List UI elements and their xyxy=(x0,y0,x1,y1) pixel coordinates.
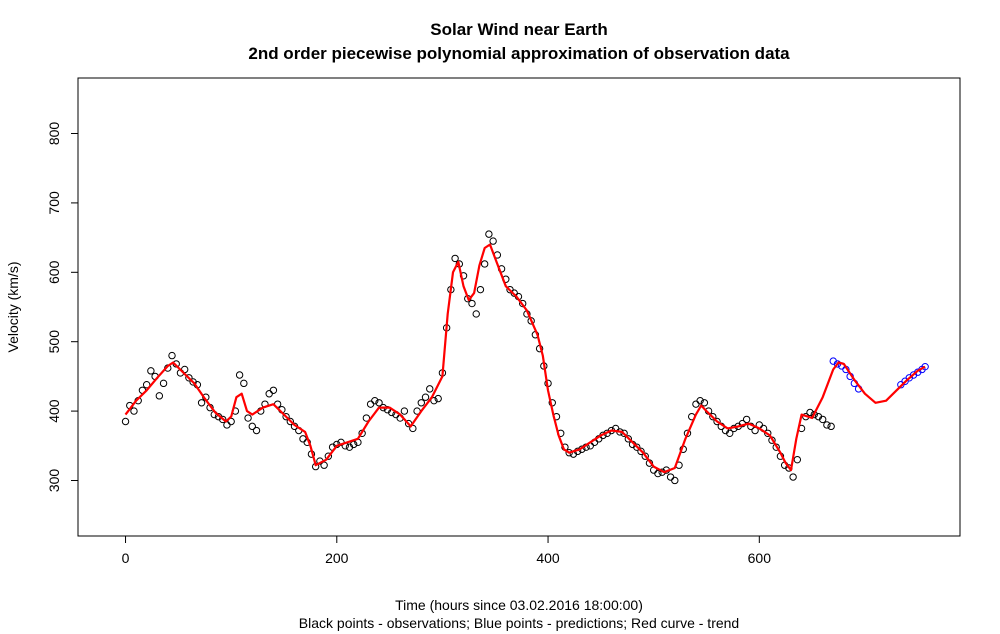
chart-subtitle: 2nd order piecewise polynomial approxima… xyxy=(248,44,790,63)
observation-point xyxy=(324,452,333,460)
observation-point xyxy=(489,237,497,245)
observation-point xyxy=(713,417,721,426)
observation-point xyxy=(654,469,662,478)
observation-point xyxy=(362,414,371,422)
observation-point xyxy=(624,435,633,443)
observation-point xyxy=(696,396,704,405)
observation-point xyxy=(185,374,193,382)
x-tick-label: 0 xyxy=(122,550,130,566)
y-tick-label: 300 xyxy=(46,469,62,493)
observation-point xyxy=(155,392,164,400)
trend-series xyxy=(124,243,926,474)
observation-point xyxy=(197,399,206,407)
chart-caption: Black points - observations; Blue points… xyxy=(299,615,739,631)
y-tick-label: 800 xyxy=(46,122,62,146)
observation-point xyxy=(434,394,442,403)
observation-point xyxy=(235,371,244,379)
observation-point xyxy=(244,414,252,422)
prediction-point xyxy=(921,362,929,371)
trend-line xyxy=(124,243,926,474)
observation-point xyxy=(671,476,679,485)
y-tick-label: 500 xyxy=(46,330,62,354)
observation-point xyxy=(827,422,835,431)
observation-point xyxy=(641,452,649,460)
observation-point xyxy=(121,417,130,426)
observation-point xyxy=(709,412,717,421)
observation-point xyxy=(159,379,168,388)
observation-point xyxy=(485,230,493,238)
plot-frame xyxy=(77,77,961,537)
observation-point xyxy=(286,417,295,426)
observation-point xyxy=(468,299,476,308)
observation-point xyxy=(417,399,425,407)
y-tick-label: 400 xyxy=(46,399,62,423)
observation-point xyxy=(451,254,459,263)
observation-point xyxy=(130,407,138,415)
y-tick-label: 700 xyxy=(46,191,62,215)
observation-point xyxy=(637,447,645,456)
x-axis: 0 200 400 600 xyxy=(122,535,772,566)
observation-point xyxy=(789,473,797,481)
observation-point xyxy=(409,424,417,433)
observation-point xyxy=(240,379,248,388)
observation-point xyxy=(282,412,290,421)
observation-point xyxy=(430,396,438,405)
observation-point xyxy=(299,435,307,443)
y-axis-label: Velocity (km/s) xyxy=(5,261,21,352)
observation-point xyxy=(692,400,700,408)
y-axis: 300 400 500 600 700 800 xyxy=(46,122,79,493)
observation-point xyxy=(810,410,818,419)
observation-point xyxy=(476,285,485,294)
observation-point xyxy=(366,400,375,408)
observation-point xyxy=(371,396,379,405)
observation-point xyxy=(147,367,155,375)
x-tick-label: 200 xyxy=(325,550,349,566)
observation-point xyxy=(818,415,827,424)
chart-title: Solar Wind near Earth xyxy=(430,20,607,39)
observation-point xyxy=(726,429,734,437)
observation-point xyxy=(472,310,480,318)
observation-point xyxy=(248,422,256,431)
observation-point xyxy=(823,421,831,429)
observation-point xyxy=(742,415,751,424)
observation-point xyxy=(400,407,409,415)
observation-point xyxy=(620,429,628,437)
observation-point xyxy=(633,443,641,451)
observation-point xyxy=(480,260,489,268)
observation-point xyxy=(223,421,231,429)
observation-point xyxy=(265,390,273,398)
observation-point xyxy=(375,399,383,407)
x-tick-label: 400 xyxy=(536,550,560,566)
observation-point xyxy=(142,381,151,389)
observation-point xyxy=(806,408,814,417)
observation-point xyxy=(168,351,176,360)
observation-point xyxy=(793,455,802,464)
observation-point xyxy=(227,417,235,426)
observation-point xyxy=(219,415,227,424)
observation-point xyxy=(666,473,675,481)
x-axis-label: Time (hours since 03.02.2016 18:00:00) xyxy=(395,597,643,613)
observation-point xyxy=(700,399,709,407)
observation-point xyxy=(252,426,261,435)
observation-point xyxy=(421,393,430,401)
x-tick-label: 600 xyxy=(748,550,772,566)
observation-point xyxy=(426,385,434,393)
observation-point xyxy=(269,386,278,394)
y-tick-label: 600 xyxy=(46,260,62,284)
observation-point xyxy=(764,429,772,437)
